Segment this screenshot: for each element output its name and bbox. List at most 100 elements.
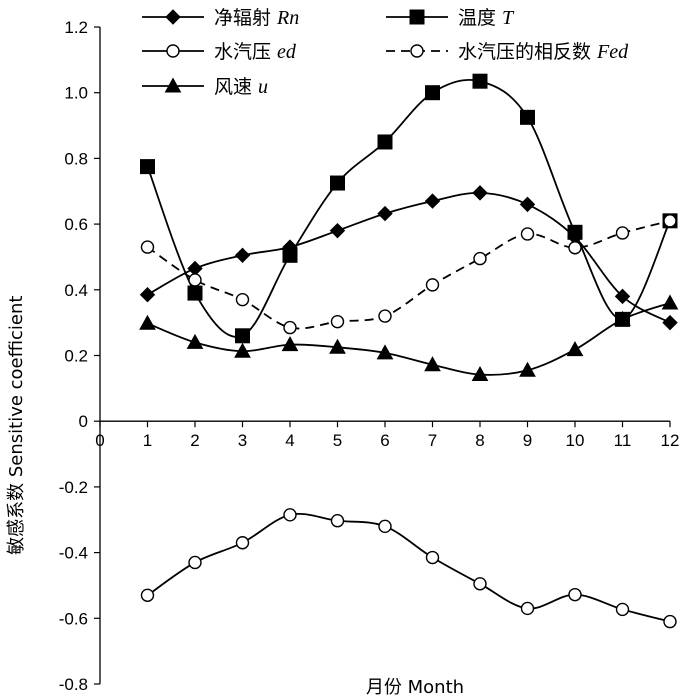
series-2-point <box>663 614 677 629</box>
series-line-1 <box>146 78 671 338</box>
series-0-point <box>329 222 346 239</box>
series-2-point <box>140 588 155 603</box>
series-3-point <box>188 273 202 287</box>
series-3-point <box>663 214 677 228</box>
legend-marker <box>166 44 180 58</box>
series-3-point <box>140 240 155 254</box>
series-3-point <box>425 278 440 292</box>
x-tick-label: 2 <box>190 431 199 450</box>
x-tick-label: 5 <box>333 431 342 450</box>
series-1-point <box>330 175 345 191</box>
legend-label: 水汽压 ed <box>214 41 297 63</box>
series-line-2 <box>146 513 671 623</box>
series-markers-group <box>139 73 679 629</box>
legend-label-cn: 风速 <box>214 76 252 98</box>
series-4-point <box>661 294 679 310</box>
series-0-point <box>614 288 631 305</box>
series-1-point <box>187 285 203 301</box>
series-1-point <box>472 73 488 89</box>
x-tick-label: 9 <box>523 431 532 450</box>
legend-label-symbol: ed <box>277 41 297 63</box>
series-4-point <box>234 342 251 358</box>
series-4-point <box>329 338 346 354</box>
series-2-point <box>235 536 250 550</box>
axes-group: -0.8-0.6-0.4-0.200.20.40.60.81.01.20 1 2 3 4… <box>59 18 680 694</box>
y-tick-label: -0.4 <box>59 544 88 563</box>
series-2-point <box>615 602 630 617</box>
series-0-point <box>139 287 156 303</box>
series-3-point <box>615 226 630 240</box>
series-3-point <box>378 309 392 323</box>
series-3-point <box>283 320 297 335</box>
series-line-4 <box>147 302 671 376</box>
y-axis-title: 敏感系数 Sensitive coefficient <box>6 296 27 555</box>
legend-label-symbol: Fed <box>596 41 629 63</box>
y-tick-label: 0.2 <box>64 347 88 366</box>
series-0-point <box>424 193 441 209</box>
y-tick-label: 1.2 <box>64 18 88 37</box>
series-3-point <box>235 292 250 307</box>
legend-marker <box>165 9 181 25</box>
legend-label-symbol: u <box>258 76 268 98</box>
y-tick-label: 0.8 <box>64 149 88 168</box>
legend-label-symbol: Rn <box>276 7 299 29</box>
series-2-point <box>188 555 202 570</box>
y-tick-label: 1.0 <box>64 84 88 103</box>
series-2-point <box>330 514 345 528</box>
series-1-point <box>520 109 535 125</box>
series-2-point <box>378 519 392 534</box>
series-1-point <box>235 328 250 344</box>
series-4-point <box>566 341 584 357</box>
x-tick-label: 4 <box>285 431 294 450</box>
legend-marker <box>410 44 424 58</box>
y-tick-label: 0.4 <box>64 281 88 300</box>
x-tick-label: 10 <box>566 431 585 450</box>
series-4-point <box>139 314 156 330</box>
legend-label-symbol: T <box>502 7 515 29</box>
y-tick-label: -0.8 <box>59 675 88 694</box>
x-axis-title: 月份 Month <box>366 677 464 698</box>
legend-label: 温度 T <box>458 7 515 29</box>
legend-label-cn: 温度 <box>458 7 496 29</box>
y-tick-label: 0 <box>79 412 88 431</box>
legend-label-cn: 水汽压的相反数 <box>458 41 591 63</box>
series-4-point <box>614 310 631 326</box>
series-0-point <box>662 314 678 331</box>
x-tick-label: 3 <box>238 431 247 450</box>
series-4-point <box>281 336 299 352</box>
series-3-point <box>330 314 345 329</box>
legend-label-cn: 水汽压 <box>214 41 271 63</box>
series-2-point <box>473 577 487 591</box>
series-2-point <box>520 601 535 616</box>
legend-label: 风速 u <box>214 76 268 98</box>
x-tick-label: 6 <box>380 431 389 450</box>
series-line-3 <box>146 219 671 330</box>
series-4-point <box>376 344 394 360</box>
legend-label: 净辐射 Rn <box>214 7 299 29</box>
y-tick-label: -0.2 <box>59 478 88 497</box>
series-0-point <box>377 205 393 222</box>
series-1-point <box>425 85 440 101</box>
series-0-point <box>472 185 488 201</box>
x-tick-label: 1 <box>143 431 152 450</box>
legend-label-cn: 净辐射 <box>214 7 271 29</box>
series-2-point <box>425 550 440 565</box>
legend-label: 水汽压的相反数 Fed <box>458 41 629 63</box>
series-1-point <box>282 247 298 263</box>
series-0-point <box>519 196 536 213</box>
series-0-point <box>234 247 251 264</box>
series-2-point <box>283 508 297 522</box>
x-tick-label: 12 <box>661 431 680 450</box>
legend: 净辐射 Rn 温度 T 水汽压 ed 水汽压的相反数 Fed 风速 u <box>142 7 629 98</box>
series-1-point <box>377 134 393 150</box>
x-tick-label: 8 <box>475 431 484 450</box>
legend-marker <box>164 77 182 93</box>
series-lines-group <box>146 78 671 623</box>
series-3-point <box>473 251 487 266</box>
series-1-point <box>140 159 155 175</box>
series-1-point <box>567 224 583 240</box>
series-2-point <box>568 587 582 602</box>
series-4-point <box>471 366 489 382</box>
